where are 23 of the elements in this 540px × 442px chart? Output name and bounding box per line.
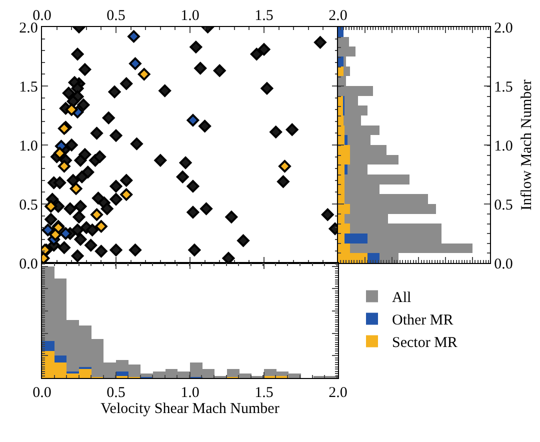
x-tick-label: 1.5 [254,8,274,24]
x-tick-label: 1.0 [180,385,200,402]
y-tick-label: 1.0 [19,138,38,154]
x-tick-label: 0.5 [106,385,126,402]
y-tick-label: 2.0 [494,20,513,36]
x-tick-label: 0.5 [106,8,126,24]
x-tick-label: 2.0 [328,8,348,24]
x-axis-title: Velocity Shear Mach Number [100,401,280,418]
x-tick-label: 2.0 [328,385,348,402]
y-tick-label: 0.5 [19,197,38,214]
y-tick-label: 1.5 [494,79,513,96]
y-tick-label: 1.5 [19,79,38,96]
legend-label: Other MR [392,312,454,329]
y-tick-label: 0.5 [494,197,513,214]
x-tick-label: 0.0 [32,385,52,402]
legend-label: Sector MR [392,335,458,352]
y-tick-label: 0.0 [494,256,513,272]
x-tick-label: 1.0 [180,8,200,24]
y-axis-title: Inflow Mach Number [518,80,535,210]
legend-label: All [392,290,412,306]
x-tick-label: 1.5 [254,385,274,402]
y-tick-label: 1.0 [494,138,513,154]
y-tick-label: 0.0 [19,256,38,272]
